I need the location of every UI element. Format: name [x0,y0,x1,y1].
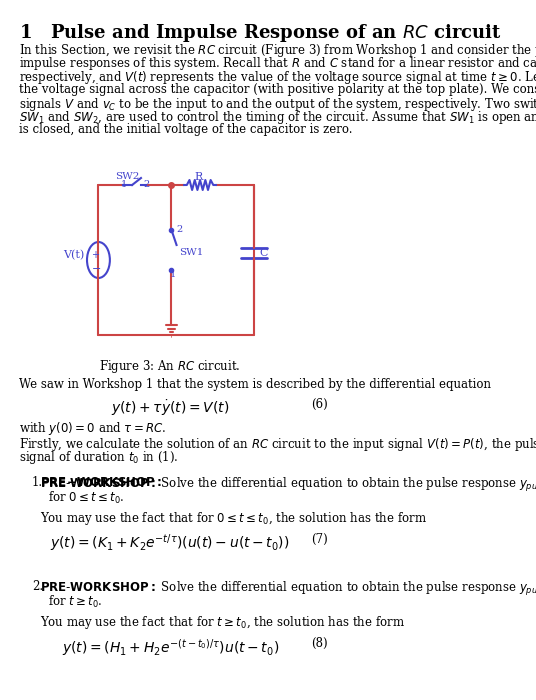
Text: R: R [194,172,202,182]
Text: $y(t) = (K_1 + K_2 e^{-t/\tau})(u(t) - u(t - t_0))$: $y(t) = (K_1 + K_2 e^{-t/\tau})(u(t) - u… [50,533,290,554]
Text: You may use the fact that for $t \geq t_0$, the solution has the form: You may use the fact that for $t \geq t_… [40,614,405,631]
Text: C: C [259,248,267,258]
Text: SW1: SW1 [179,248,204,257]
Text: 2: 2 [143,180,149,189]
Text: $\mathbf{PRE\!-\!WORKSHOP:}$: $\mathbf{PRE\!-\!WORKSHOP:}$ [40,476,162,489]
Text: $y(t) + \tau\dot{y}(t) = V(t)$: $y(t) + \tau\dot{y}(t) = V(t)$ [111,398,229,418]
Text: for $t \geq t_0$.: for $t \geq t_0$. [48,594,102,610]
Text: 1   Pulse and Impulse Response of an $\mathit{RC}$ circuit: 1 Pulse and Impulse Response of an $\mat… [19,22,502,44]
Text: is closed, and the initial voltage of the capacitor is zero.: is closed, and the initial voltage of th… [19,123,353,136]
Text: (6): (6) [311,398,328,411]
Text: You may use the fact that for $0 \leq t \leq t_0$, the solution has the form: You may use the fact that for $0 \leq t … [40,510,427,526]
Text: 1: 1 [121,180,127,189]
Text: Firstly, we calculate the solution of an $\mathit{RC}$ circuit to the input sign: Firstly, we calculate the solution of an… [19,436,536,453]
Text: the voltage signal across the capacitor (with positive polarity at the top plate: the voltage signal across the capacitor … [19,83,536,95]
Text: $\mathbf{PRE\text{-}WORKSHOP:}$ Solve the differential equation to obtain the pu: $\mathbf{PRE\text{-}WORKSHOP:}$ Solve th… [40,580,536,598]
Text: SW2: SW2 [115,172,139,181]
Text: V(t): V(t) [63,250,85,260]
Text: $y(t) = (H_1 + H_2 e^{-(t-t_0)/\tau})u(t - t_0)$: $y(t) = (H_1 + H_2 e^{-(t-t_0)/\tau})u(t… [62,637,279,657]
Text: 1.: 1. [32,476,43,489]
Text: for $0 \leq t \leq t_0$.: for $0 \leq t \leq t_0$. [48,489,124,505]
Text: (8): (8) [311,637,328,650]
Text: impulse responses of this system. Recall that $R$ and $C$ stand for a linear res: impulse responses of this system. Recall… [19,55,536,73]
Text: respectively, and $V(t)$ represents the value of the voltage source signal at ti: respectively, and $V(t)$ represents the … [19,69,536,86]
Text: $\mathbf{PRE\text{-}WORKSHOP:}$ Solve the differential equation to obtain the pu: $\mathbf{PRE\text{-}WORKSHOP:}$ Solve th… [40,476,536,494]
Text: $-$: $-$ [91,262,101,272]
Text: We saw in Workshop 1 that the system is described by the differential equation: We saw in Workshop 1 that the system is … [19,378,491,391]
Text: In this Section, we revisit the $\mathit{RC}$ circuit (Figure 3) from Workshop 1: In this Section, we revisit the $\mathit… [19,42,536,59]
Text: 2: 2 [176,225,183,234]
Text: signals $V$ and $v_C$ to be the input to and the output of the system, respectiv: signals $V$ and $v_C$ to be the input to… [19,96,536,113]
Text: with $y(0) = 0$ and $\tau = RC$.: with $y(0) = 0$ and $\tau = RC$. [19,420,167,437]
Text: signal of duration $t_0$ in (1).: signal of duration $t_0$ in (1). [19,449,178,466]
Text: 1: 1 [170,270,176,279]
Text: Figure 3: An $RC$ circuit.: Figure 3: An $RC$ circuit. [99,358,241,375]
Text: $SW_1$ and $SW_2$, are used to control the timing of the circuit. Assume that $S: $SW_1$ and $SW_2$, are used to control t… [19,109,536,127]
Text: $+$: $+$ [91,248,100,260]
Text: (7): (7) [311,533,328,546]
Text: 2.: 2. [32,580,43,593]
